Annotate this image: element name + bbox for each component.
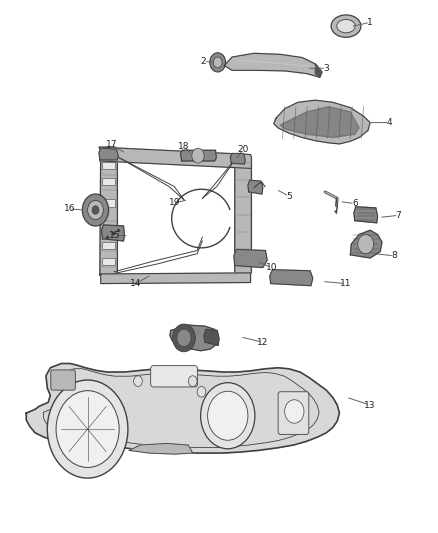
Circle shape bbox=[88, 200, 103, 220]
FancyBboxPatch shape bbox=[102, 178, 115, 185]
Text: 6: 6 bbox=[352, 199, 358, 208]
Polygon shape bbox=[170, 325, 218, 351]
FancyBboxPatch shape bbox=[102, 162, 115, 169]
Polygon shape bbox=[101, 273, 251, 284]
Text: 13: 13 bbox=[364, 401, 376, 409]
FancyBboxPatch shape bbox=[102, 199, 115, 207]
Text: 19: 19 bbox=[170, 198, 181, 207]
Text: 2: 2 bbox=[201, 58, 206, 66]
Circle shape bbox=[192, 148, 204, 163]
Text: 14: 14 bbox=[130, 279, 141, 288]
Circle shape bbox=[197, 386, 206, 397]
Polygon shape bbox=[274, 100, 370, 144]
Text: 11: 11 bbox=[340, 279, 352, 288]
Polygon shape bbox=[100, 147, 117, 275]
Text: 12: 12 bbox=[257, 338, 268, 346]
FancyBboxPatch shape bbox=[151, 366, 198, 387]
Ellipse shape bbox=[337, 20, 355, 33]
Polygon shape bbox=[270, 270, 313, 286]
Circle shape bbox=[285, 400, 304, 423]
Circle shape bbox=[134, 376, 142, 386]
FancyBboxPatch shape bbox=[278, 392, 309, 434]
Polygon shape bbox=[234, 249, 267, 268]
Circle shape bbox=[213, 57, 222, 68]
Polygon shape bbox=[99, 148, 118, 160]
Text: 17: 17 bbox=[106, 141, 117, 149]
FancyBboxPatch shape bbox=[102, 226, 115, 233]
Text: 20: 20 bbox=[237, 145, 249, 154]
Ellipse shape bbox=[331, 15, 361, 37]
Polygon shape bbox=[180, 150, 216, 161]
Circle shape bbox=[358, 235, 374, 254]
Polygon shape bbox=[354, 207, 378, 223]
Polygon shape bbox=[99, 147, 251, 168]
Polygon shape bbox=[129, 443, 193, 454]
Polygon shape bbox=[230, 154, 245, 164]
Circle shape bbox=[173, 324, 195, 352]
Polygon shape bbox=[350, 230, 382, 258]
Circle shape bbox=[47, 380, 128, 478]
Circle shape bbox=[208, 391, 248, 440]
Polygon shape bbox=[102, 225, 124, 241]
Polygon shape bbox=[224, 53, 322, 77]
Circle shape bbox=[188, 376, 197, 386]
Polygon shape bbox=[26, 364, 339, 453]
FancyBboxPatch shape bbox=[102, 242, 115, 249]
Text: 5: 5 bbox=[286, 192, 292, 200]
Text: 1: 1 bbox=[367, 18, 373, 27]
Circle shape bbox=[201, 383, 255, 449]
Polygon shape bbox=[204, 329, 219, 345]
Circle shape bbox=[210, 53, 226, 72]
Circle shape bbox=[92, 206, 99, 214]
Circle shape bbox=[177, 329, 191, 346]
Text: 4: 4 bbox=[387, 118, 392, 127]
Circle shape bbox=[56, 391, 119, 467]
Text: 15: 15 bbox=[109, 231, 120, 240]
Polygon shape bbox=[248, 180, 263, 194]
Text: 16: 16 bbox=[64, 205, 75, 213]
FancyBboxPatch shape bbox=[51, 370, 75, 390]
Text: 3: 3 bbox=[323, 64, 329, 72]
Circle shape bbox=[82, 194, 109, 226]
Polygon shape bbox=[235, 157, 251, 273]
Polygon shape bbox=[315, 64, 322, 77]
Text: 18: 18 bbox=[178, 142, 190, 150]
Text: 10: 10 bbox=[266, 263, 277, 272]
Text: 8: 8 bbox=[391, 252, 397, 260]
Text: 7: 7 bbox=[396, 211, 402, 220]
Polygon shape bbox=[280, 107, 359, 138]
FancyBboxPatch shape bbox=[102, 258, 115, 265]
